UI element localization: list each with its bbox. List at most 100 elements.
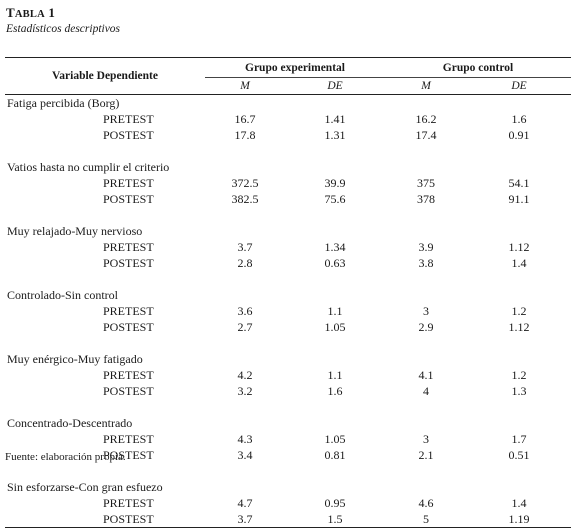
pretest-row: PRETEST 4.2 1.1 4.1 1.2 xyxy=(5,367,571,383)
variable-name: Muy enérgico-Muy fatigado xyxy=(7,352,143,366)
ctrl-sd-cell: 0.91 xyxy=(508,128,530,142)
pretest-row: PRETEST 3.7 1.34 3.9 1.12 xyxy=(5,239,571,255)
exp-sd-cell: 1.31 xyxy=(324,128,346,142)
pretest-row: PRETEST 16.7 1.41 16.2 1.6 xyxy=(5,111,571,127)
ctrl-mean-cell: 2.9 xyxy=(418,320,434,334)
phase-label: PRETEST xyxy=(103,432,154,446)
row-spacer xyxy=(5,143,571,159)
ctrl-mean-cell: 3 xyxy=(423,432,429,446)
exp-mean-cell: 16.7 xyxy=(234,112,256,126)
exp-sd-cell: 0.63 xyxy=(324,256,346,270)
exp-mean-cell: 3.7 xyxy=(237,512,253,526)
exp-mean-cell: 2.7 xyxy=(237,320,253,334)
ctrl-mean-cell: 4.6 xyxy=(418,496,434,510)
ctrl-sd-cell: 1.4 xyxy=(511,256,527,270)
exp-mean-cell: 4.7 xyxy=(237,496,253,510)
exp-sd-cell: 1.05 xyxy=(324,320,346,334)
variable-name: Vatios hasta no cumplir el criterio xyxy=(7,160,170,174)
exp-sd-cell: 1.1 xyxy=(327,368,343,382)
variable-name: Controlado-Sin control xyxy=(7,288,118,302)
ctrl-sd-cell: 54.1 xyxy=(508,176,530,190)
ctrl-sd-cell: 1.7 xyxy=(511,432,527,446)
phase-label: POSTEST xyxy=(103,448,154,462)
ctrl-sd-cell: 1.2 xyxy=(511,304,527,318)
row-spacer xyxy=(5,463,571,479)
ctrl-mean-cell: 3.9 xyxy=(418,240,434,254)
exp-mean-cell: 17.8 xyxy=(234,128,256,142)
row-spacer xyxy=(5,271,571,287)
document-page: TABLA 1 Estadísticos descriptivos Variab… xyxy=(5,5,571,528)
row-spacer-cell xyxy=(5,335,571,351)
exp-sd-cell: 1.6 xyxy=(327,384,343,398)
exp-mean-cell: 3.7 xyxy=(237,240,253,254)
exp-sd-cell: 1.1 xyxy=(327,304,343,318)
postest-row: POSTEST 3.4 0.81 2.1 0.51 xyxy=(5,447,571,463)
postest-row: POSTEST 3.7 1.5 5 1.19 xyxy=(5,511,571,528)
phase-label: POSTEST xyxy=(103,192,154,206)
pretest-row: PRETEST 372.5 39.9 375 54.1 xyxy=(5,175,571,191)
variable-name: Sin esforzarse-Con gran esfuezo xyxy=(7,480,163,494)
postest-row: POSTEST 17.8 1.31 17.4 0.91 xyxy=(5,127,571,143)
exp-mean-cell: 4.2 xyxy=(237,368,253,382)
ctrl-sd-cell: 1.12 xyxy=(508,240,530,254)
row-spacer-cell xyxy=(5,399,571,415)
variable-row: Sin esforzarse-Con gran esfuezo xyxy=(5,479,571,495)
row-spacer-cell xyxy=(5,271,571,287)
pretest-row: PRETEST 3.6 1.1 3 1.2 xyxy=(5,303,571,319)
row-spacer xyxy=(5,207,571,223)
exp-mean-cell: 372.5 xyxy=(231,176,259,190)
phase-label: POSTEST xyxy=(103,256,154,270)
phase-label: PRETEST xyxy=(103,304,154,318)
exp-sd-cell: 1.05 xyxy=(324,432,346,446)
title-prefix: T xyxy=(6,5,15,20)
variable-row: Concentrado-Descentrado xyxy=(5,415,571,431)
exp-mean-cell: 382.5 xyxy=(231,192,259,206)
row-spacer-cell xyxy=(5,463,571,479)
postest-row: POSTEST 3.2 1.6 4 1.3 xyxy=(5,383,571,399)
title-number: 1 xyxy=(48,5,56,20)
header-ctrl-de: DE xyxy=(511,80,527,92)
postest-row: POSTEST 382.5 75.6 378 91.1 xyxy=(5,191,571,207)
exp-sd-cell: 1.41 xyxy=(324,112,346,126)
pretest-row: PRETEST 4.3 1.05 3 1.7 xyxy=(5,431,571,447)
phase-label: POSTEST xyxy=(103,128,154,142)
ctrl-mean-cell: 5 xyxy=(423,512,429,526)
phase-label: POSTEST xyxy=(103,512,154,526)
variable-name: Fatiga percibida (Borg) xyxy=(7,96,120,110)
row-spacer-cell xyxy=(5,207,571,223)
exp-sd-cell: 0.95 xyxy=(324,496,346,510)
phase-label: POSTEST xyxy=(103,384,154,398)
ctrl-mean-cell: 378 xyxy=(417,192,435,206)
exp-sd-cell: 0.81 xyxy=(324,448,346,462)
row-spacer xyxy=(5,335,571,351)
ctrl-mean-cell: 17.4 xyxy=(415,128,437,142)
variable-row: Controlado-Sin control xyxy=(5,287,571,303)
exp-sd-cell: 1.34 xyxy=(324,240,346,254)
row-spacer xyxy=(5,399,571,415)
ctrl-mean-cell: 3.8 xyxy=(418,256,434,270)
ctrl-sd-cell: 1.3 xyxy=(511,384,527,398)
ctrl-sd-cell: 1.2 xyxy=(511,368,527,382)
exp-mean-cell: 3.6 xyxy=(237,304,253,318)
header-exp-de: DE xyxy=(327,80,343,92)
variable-name: Muy relajado-Muy nervioso xyxy=(7,224,143,238)
phase-label: PRETEST xyxy=(103,112,154,126)
variable-row: Muy relajado-Muy nervioso xyxy=(5,223,571,239)
phase-label: PRETEST xyxy=(103,496,154,510)
pretest-row: PRETEST 4.7 0.95 4.6 1.4 xyxy=(5,495,571,511)
phase-label: POSTEST xyxy=(103,320,154,334)
exp-mean-cell: 4.3 xyxy=(237,432,253,446)
table-source-note: Fuente: elaboración propia. xyxy=(5,451,126,463)
ctrl-mean-cell: 4 xyxy=(423,384,429,398)
exp-mean-cell: 3.4 xyxy=(237,448,253,462)
exp-sd-cell: 1.5 xyxy=(327,512,343,526)
exp-sd-cell: 75.6 xyxy=(324,192,346,206)
variable-row: Muy enérgico-Muy fatigado xyxy=(5,351,571,367)
phase-label: PRETEST xyxy=(103,368,154,382)
table-title: TABLA 1 xyxy=(6,5,55,21)
ctrl-sd-cell: 91.1 xyxy=(508,192,530,206)
variable-name: Concentrado-Descentrado xyxy=(7,416,133,430)
header-exp-m: M xyxy=(240,80,250,92)
ctrl-sd-cell: 1.19 xyxy=(508,512,530,526)
exp-sd-cell: 39.9 xyxy=(324,176,346,190)
